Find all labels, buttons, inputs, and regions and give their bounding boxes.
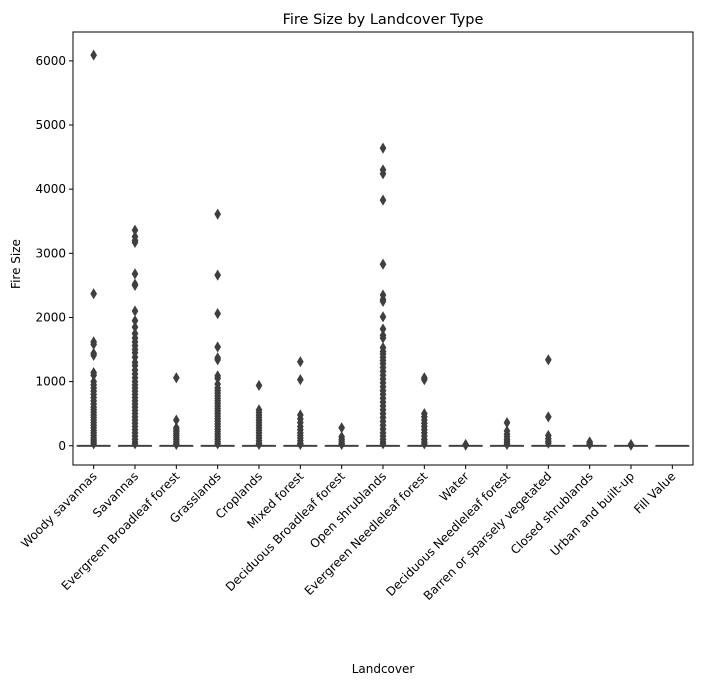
box-group [200, 208, 235, 450]
outlier-point [462, 439, 470, 451]
outlier-point [90, 49, 98, 61]
outlier-point [544, 411, 552, 423]
outlier-point [544, 354, 552, 366]
y-tick-label: 6000 [35, 54, 66, 68]
box-group [241, 379, 277, 451]
box-group [613, 438, 649, 451]
box-group [365, 142, 401, 450]
box-group [76, 49, 111, 450]
x-tick-label: Fill Value [631, 469, 678, 516]
box-group [655, 444, 690, 447]
box-group [572, 436, 607, 451]
x-tick-label: Open shrublands [307, 469, 389, 551]
y-axis: 0 1000 2000 3000 4000 5000 6000 [35, 54, 73, 453]
box-group [159, 372, 194, 451]
box-group [283, 356, 318, 451]
outlier-point [90, 438, 98, 450]
outlier-point [420, 438, 428, 450]
outlier-point [379, 168, 387, 180]
outlier-point [296, 438, 304, 451]
box-group [407, 372, 442, 450]
outlier-point [627, 439, 635, 451]
plot-frame [72, 31, 694, 466]
outlier-point [379, 311, 387, 323]
chart-title: Fire Size by Landcover Type [283, 12, 484, 28]
y-tick-label: 4000 [35, 182, 66, 196]
outlier-point [214, 269, 222, 281]
outlier-point [503, 438, 511, 451]
outlier-point [379, 438, 387, 450]
outlier-point [296, 374, 304, 386]
outlier-point [255, 438, 263, 451]
outlier-point [172, 372, 180, 384]
outlier-point [420, 374, 428, 386]
outlier-point [214, 438, 222, 450]
y-tick-label: 1000 [35, 375, 66, 389]
outlier-point [379, 194, 387, 206]
outlier-point [131, 279, 139, 291]
outlier-point [379, 295, 387, 308]
outlier-point [379, 142, 387, 154]
outlier-point [131, 236, 139, 248]
outlier-point [338, 438, 346, 451]
outlier-point [296, 356, 304, 368]
outlier-point [586, 438, 594, 451]
y-axis-label: Fire Size [9, 239, 23, 289]
outlier-point [255, 379, 263, 392]
box-group [117, 224, 153, 450]
x-tick-label: Water [437, 469, 472, 504]
outlier-point [214, 308, 222, 320]
outlier-point [131, 438, 139, 450]
x-axis-label: Landcover [352, 662, 415, 676]
box-group [489, 417, 525, 451]
box-group [324, 422, 359, 451]
x-tick-label: Urban and built-up [548, 469, 638, 559]
outlier-point [131, 268, 139, 280]
outlier-point [214, 208, 222, 220]
outlier-point [172, 438, 180, 451]
y-tick-label: 2000 [35, 310, 66, 324]
plot-area [76, 49, 690, 451]
outlier-point [131, 305, 139, 317]
y-tick-label: 5000 [35, 118, 66, 132]
outlier-point [214, 354, 222, 366]
outlier-point [379, 258, 387, 270]
outlier-point [90, 349, 98, 361]
outlier-point [90, 288, 98, 300]
x-tick-label: Woody savannas [18, 469, 100, 551]
outlier-point [214, 341, 222, 353]
box-group [448, 438, 483, 451]
box-group [531, 354, 566, 449]
y-tick-label: 0 [58, 439, 66, 453]
y-tick-label: 3000 [35, 246, 66, 260]
outlier-point [544, 437, 552, 449]
